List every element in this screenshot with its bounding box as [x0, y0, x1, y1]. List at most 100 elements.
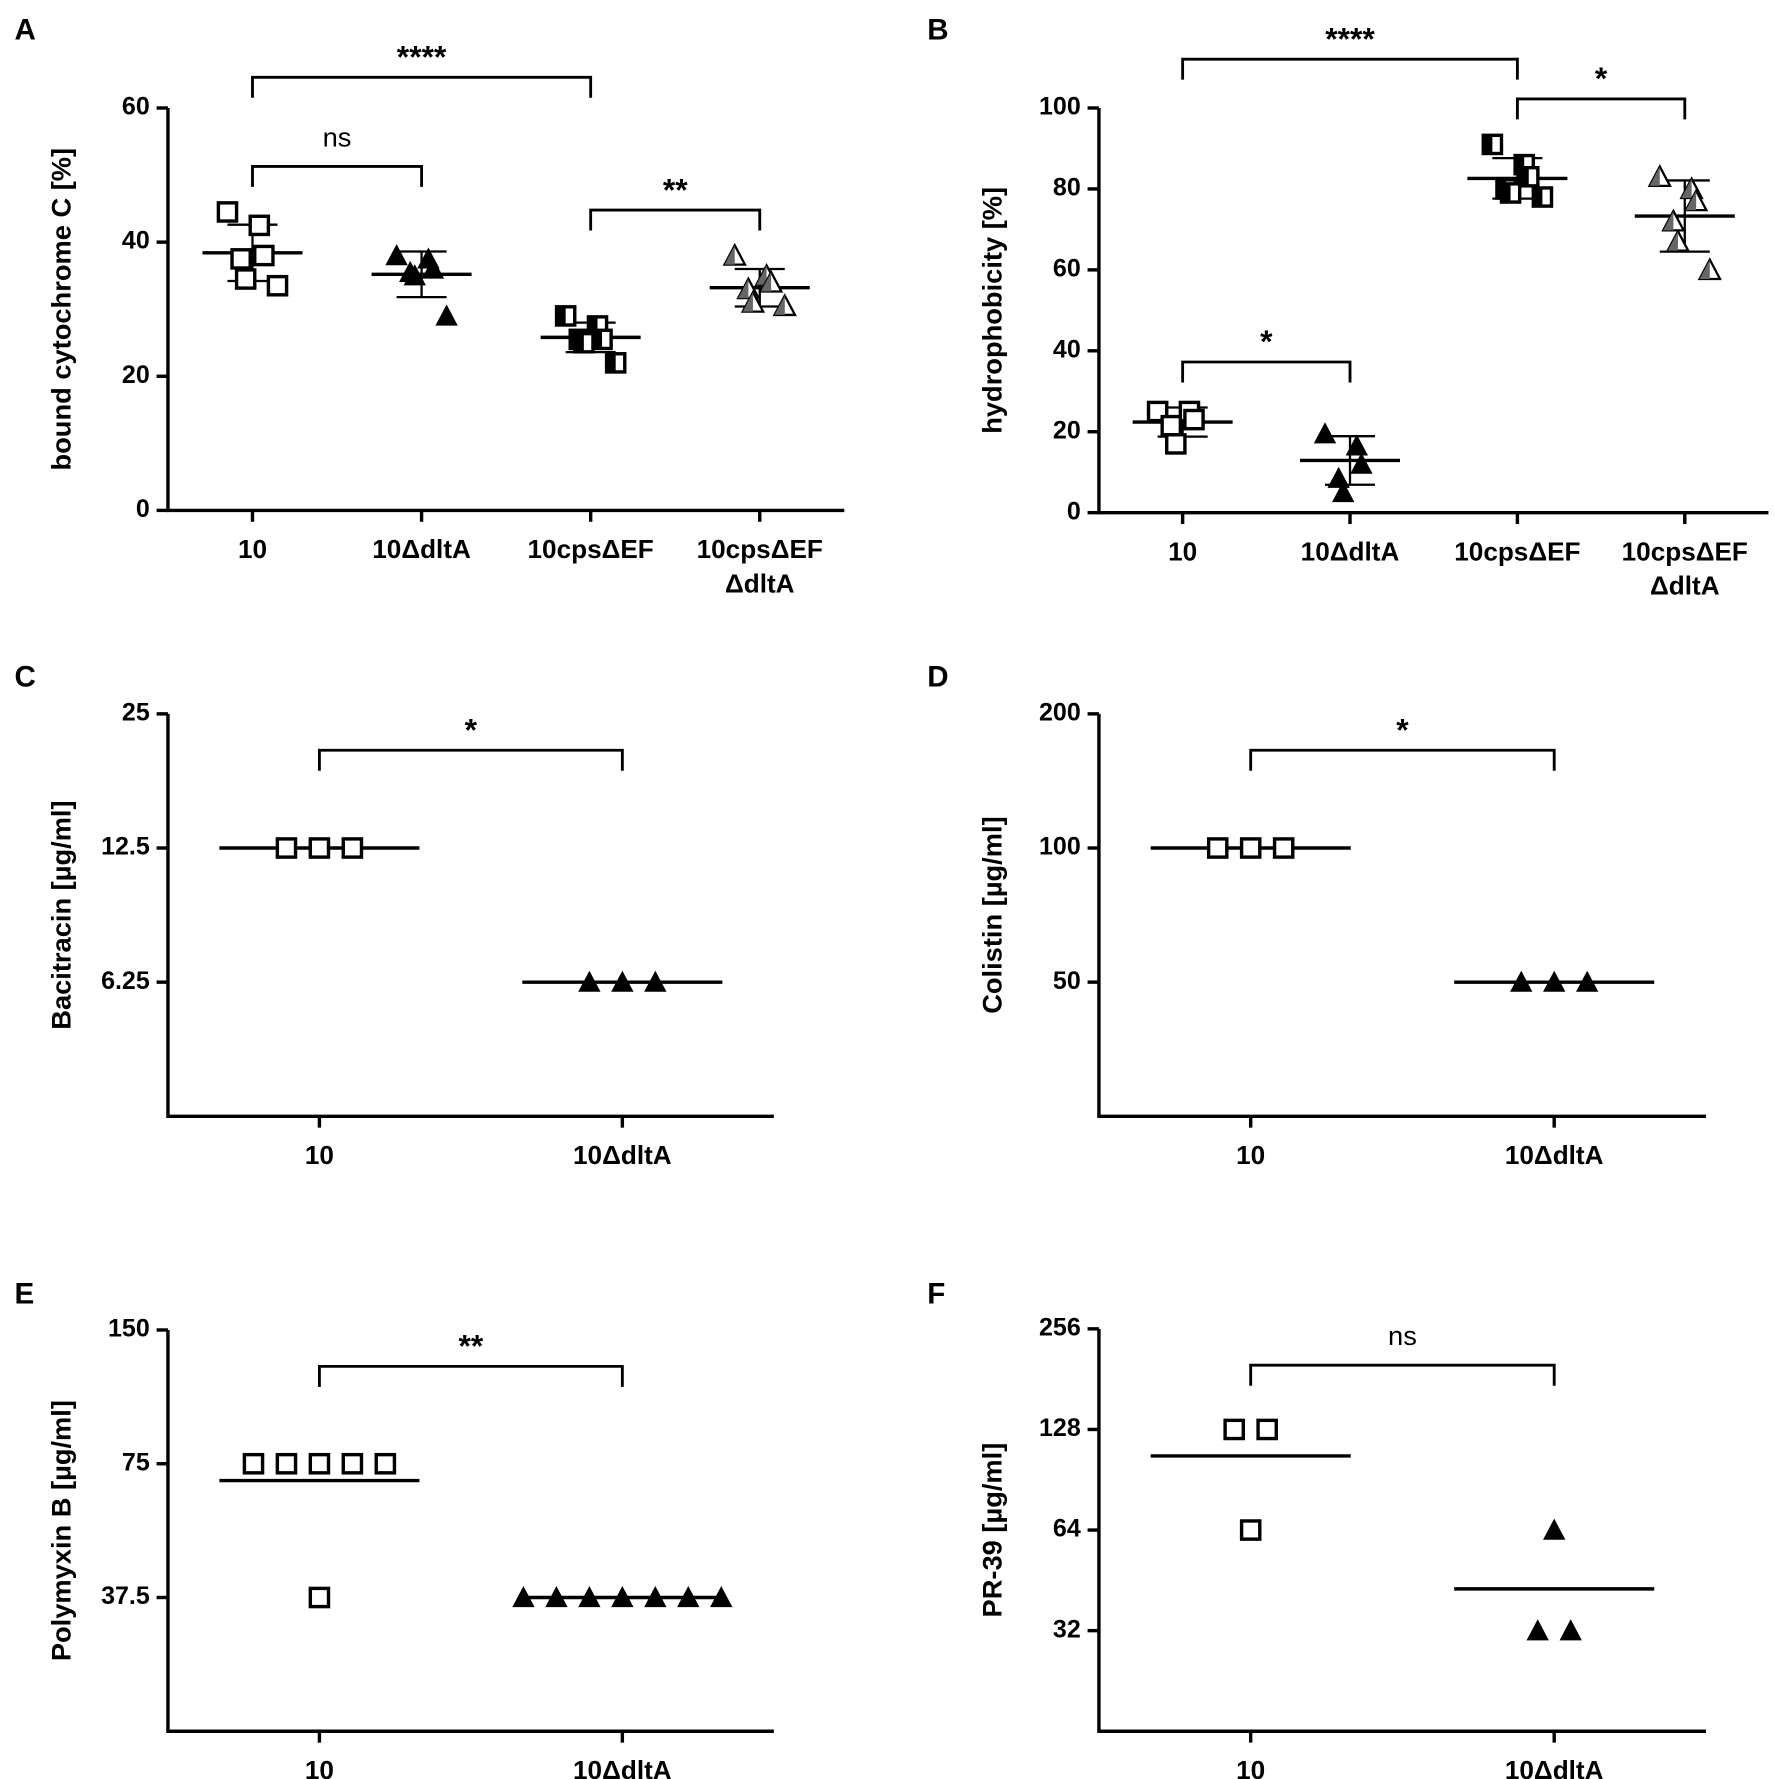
marker-triangle — [1526, 1619, 1549, 1641]
axes — [166, 1329, 774, 1733]
marker-triangle — [710, 1586, 733, 1608]
marker-fill — [738, 278, 749, 299]
significance-label: * — [1396, 711, 1409, 747]
significance-bracket — [1249, 748, 1556, 771]
data-point — [611, 1586, 634, 1608]
marker-box — [234, 268, 257, 290]
significance-label: **** — [1325, 20, 1375, 56]
y-tick-label: 40 — [1053, 335, 1081, 363]
significance-bracket — [589, 208, 762, 231]
marker-triangle — [578, 1586, 601, 1608]
y-tick-label: 64 — [1053, 1515, 1081, 1543]
marker-box — [1160, 414, 1183, 437]
data-point — [604, 352, 627, 374]
marker-fill — [1685, 190, 1697, 211]
marker-triangle — [1559, 1619, 1582, 1641]
data-point — [403, 264, 426, 286]
data-point — [385, 244, 408, 266]
data-point — [1510, 970, 1533, 992]
y-tick-label: 100 — [1039, 93, 1081, 121]
data-point — [253, 244, 275, 267]
marker-box — [230, 248, 252, 270]
x-tick-label: 10ΔdltA — [1301, 536, 1400, 566]
panel: D 50 100 200 Colistin [µg/ml] 10 10ΔdltA * — [927, 660, 1706, 1170]
data-point — [578, 1586, 601, 1608]
marker-triangle — [677, 1586, 700, 1608]
y-tick-label: 12.5 — [101, 833, 150, 861]
panel-label: E — [14, 1278, 34, 1311]
data-point — [1223, 1418, 1246, 1441]
significance-label: ns — [1388, 1320, 1417, 1351]
marker-triangle — [1575, 970, 1599, 992]
y-tick-label: 200 — [1039, 698, 1081, 726]
marker-box — [216, 201, 239, 223]
marker-box — [1239, 1519, 1262, 1541]
y-tick-label: 6.25 — [101, 967, 150, 995]
x-tick-label: 10 — [1168, 536, 1197, 566]
significance-bracket — [1249, 1363, 1556, 1386]
data-point — [545, 1586, 568, 1608]
marker-triangle — [385, 244, 408, 266]
data-point — [578, 970, 601, 992]
data-point — [421, 257, 445, 279]
y-tick-label: 40 — [122, 227, 150, 255]
data-point — [1543, 970, 1566, 992]
y-tick-label: 37.5 — [101, 1582, 150, 1610]
marker-triangle — [1510, 970, 1533, 992]
marker-box — [242, 1452, 265, 1475]
marker-box — [308, 1452, 331, 1475]
marker-fill — [1519, 167, 1529, 186]
data-point — [1350, 452, 1373, 474]
y-tick-label: 60 — [1053, 254, 1081, 282]
data-point — [1526, 1619, 1549, 1641]
y-tick-label: 20 — [122, 361, 150, 389]
panel-label: C — [14, 660, 35, 693]
data-point — [341, 1452, 364, 1475]
data-point — [1684, 188, 1709, 212]
data-point — [1165, 433, 1187, 455]
significance-label: * — [1595, 60, 1608, 96]
y-tick-label: 50 — [1053, 967, 1081, 995]
data-point — [248, 214, 271, 237]
data-point — [234, 268, 257, 290]
data-point — [266, 274, 289, 297]
data-point — [1647, 164, 1672, 188]
data-point — [216, 201, 239, 223]
panel: B 0 20 40 60 80 100 hydrophobicity [%] 10 10ΔdltA… — [927, 14, 1769, 601]
data-point — [1272, 837, 1295, 859]
error-bar — [396, 250, 447, 299]
marker-triangle — [578, 970, 601, 992]
y-tick-label: 150 — [108, 1315, 150, 1343]
axes — [1097, 1328, 1706, 1733]
marker-box — [275, 1452, 298, 1475]
marker-fill — [556, 306, 566, 325]
data-point — [1239, 837, 1262, 859]
y-tick-label: 0 — [136, 495, 150, 523]
marker-box — [1239, 837, 1262, 859]
y-axis-label: Colistin [µg/ml] — [977, 816, 1008, 1013]
data-point — [1481, 133, 1504, 156]
marker-triangle — [421, 257, 445, 279]
marker-box — [266, 274, 289, 297]
data-point — [1575, 970, 1599, 992]
data-point — [242, 1452, 265, 1475]
data-point — [1661, 208, 1686, 232]
marker-triangle — [611, 970, 634, 992]
marker-fill — [1515, 155, 1525, 174]
data-point — [1665, 228, 1691, 252]
significance-label: ** — [459, 1328, 484, 1364]
data-point — [710, 1586, 733, 1608]
x-tick-label: 10ΔdltA — [573, 1755, 672, 1779]
data-point — [374, 1452, 397, 1475]
y-axis-label: PR-39 [µg/ml] — [977, 1443, 1008, 1618]
marker-fill — [774, 295, 785, 315]
marker-box — [275, 837, 298, 859]
significance-bracket — [317, 748, 624, 771]
significance-label: * — [1260, 323, 1273, 359]
data-point — [1183, 408, 1205, 431]
y-tick-label: 25 — [122, 698, 150, 726]
marker-fill — [1483, 135, 1493, 154]
data-point — [308, 837, 331, 859]
x-tick-label: 10ΔdltA — [372, 534, 471, 564]
x-tick-label: 10 — [1236, 1755, 1265, 1779]
